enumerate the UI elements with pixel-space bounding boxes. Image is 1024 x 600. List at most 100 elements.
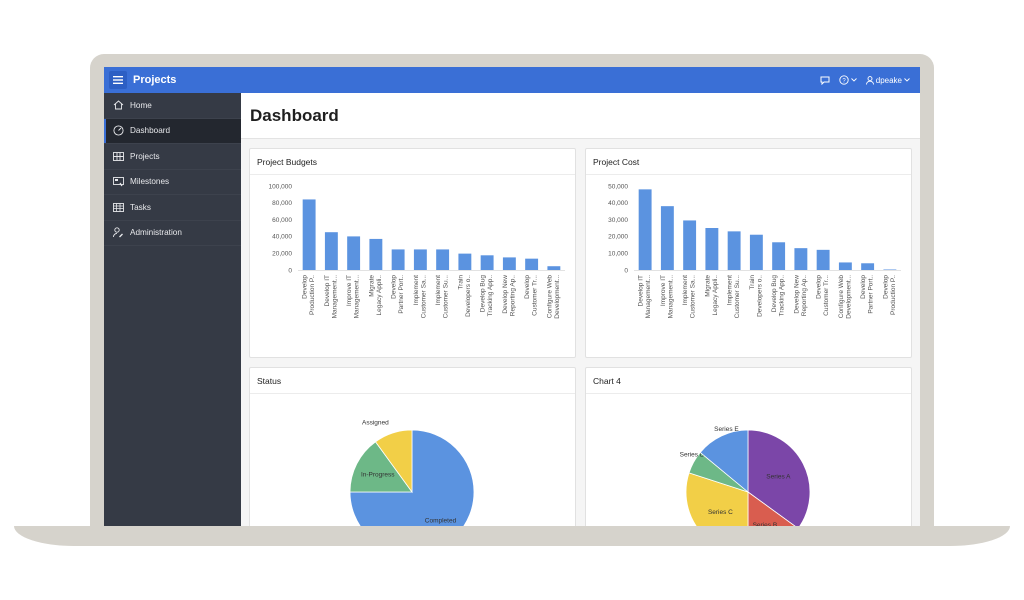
x-tick-label: Migrate [704,275,711,297]
user-icon [865,75,874,85]
sidebar-item-label: Projects [130,151,160,161]
y-tick-label: 30,000 [608,217,628,224]
help-icon: ? [839,75,849,85]
x-tick-label: Develop [302,275,309,299]
bar[interactable] [502,257,516,270]
x-tick-label: Improve IT [660,275,667,306]
bar[interactable] [525,258,539,270]
sidebar-item-tasks[interactable]: Tasks [104,195,241,221]
y-tick-label: 100,000 [269,183,293,190]
grid-icon [112,150,124,162]
y-tick-label: 20,000 [272,251,292,258]
pie-slice-label: Series D [680,452,705,459]
project-cost-card: Project Cost 0 10,000 20,000 30,000 40,000 50… [585,148,912,358]
y-tick-label: 40,000 [272,234,292,241]
sidebar-nav: Home Dashboard Projects Milestones Tasks… [104,93,241,526]
top-navigation-bar: Projects ? dpeake [104,67,920,93]
pie-slice[interactable] [349,441,413,493]
sidebar-item-home[interactable]: Home [104,93,241,119]
home-icon [112,99,124,111]
pie-slice[interactable] [374,429,413,494]
bar[interactable] [547,266,561,270]
x-tick-label: Development... [845,275,852,319]
pie-slice[interactable] [747,491,798,526]
x-tick-label: Developers o.. [756,275,763,317]
pie-slice[interactable] [747,429,811,526]
sidebar-item-dashboard[interactable]: Dashboard [104,118,241,144]
sidebar-item-label: Dashboard [130,126,171,136]
card-title: Status [250,368,575,394]
pie-slice[interactable] [699,429,749,493]
bar[interactable] [480,255,494,270]
y-tick-label: 0 [288,267,292,274]
sidebar-item-milestones[interactable]: Milestones [104,170,241,195]
app-title[interactable]: Projects [133,74,177,86]
bar[interactable] [794,248,808,270]
x-tick-label: Develop [860,275,867,299]
x-tick-label: Customer Sa... [690,275,697,319]
x-tick-label: Tracking App.. [487,275,494,317]
sidebar-item-label: Tasks [130,202,151,212]
x-tick-label: Migrate [368,275,375,297]
bar[interactable] [391,249,405,270]
pie-slice-label: In-Progress [361,472,395,479]
bar[interactable] [727,231,741,270]
x-tick-label: Reporting Ap.. [509,275,516,316]
bar[interactable] [638,189,652,270]
main-content: Dashboard Project Budgets 0 20,000 40,000 6… [241,93,920,526]
bar[interactable] [772,242,786,270]
feedback-icon[interactable] [820,76,830,85]
x-tick-label: Develop [882,275,889,299]
bar[interactable] [458,253,472,270]
x-tick-label: Train [457,275,464,290]
x-tick-label: Develop Bug [480,275,487,313]
bar[interactable] [324,232,338,270]
bar[interactable] [302,199,316,270]
x-tick-label: Implement [413,275,420,306]
x-tick-label: Management... [645,275,652,319]
x-tick-label: Management... [331,275,338,319]
project-budgets-card: Project Budgets 0 20,000 40,000 60,000 80,00… [249,148,576,358]
bar[interactable] [347,236,361,270]
milestone-icon [112,176,124,188]
pie-slice[interactable] [685,472,749,526]
y-tick-label: 50,000 [608,183,628,190]
pie-slice-label: Assigned [362,419,389,426]
x-tick-label: Develop New [502,275,509,314]
x-tick-label: Partner Port.. [868,275,875,314]
hamburger-menu-icon[interactable] [109,71,127,89]
status-pie-chart: Completed In-Progress Assigned [349,419,475,526]
x-tick-label: Develop IT [638,275,645,306]
sidebar-item-projects[interactable]: Projects [104,144,241,170]
card-title: Chart 4 [586,368,911,394]
page-title: Dashboard [250,106,339,125]
x-tick-label: Reporting Ap.. [801,275,808,316]
y-tick-label: 60,000 [272,217,292,224]
x-tick-label: Customer Sa... [420,275,427,319]
x-tick-label: Developers o.. [465,275,472,317]
project-cost-bar-chart: 0 10,000 20,000 30,000 40,000 50,000 Develop I… [608,183,901,319]
bar[interactable] [861,263,875,270]
bar[interactable] [369,238,383,270]
laptop-base [14,526,1010,546]
chart4-card: Chart 4 Series A Series B Series C Series D… [585,367,912,526]
table-icon [112,201,124,213]
sidebar-item-administration[interactable]: Administration [104,221,241,246]
bar[interactable] [883,269,897,270]
bar[interactable] [705,228,719,270]
y-tick-label: 10,000 [608,251,628,258]
user-menu[interactable]: dpeake [865,75,910,85]
bar[interactable] [816,249,830,270]
x-tick-label: Configure Web [838,275,845,319]
username: dpeake [875,75,902,85]
bar[interactable] [683,220,697,270]
bar[interactable] [413,249,427,270]
user-wrench-icon [112,227,124,239]
x-tick-label: Legacy Appli.. [376,275,383,316]
bar[interactable] [838,262,852,270]
help-menu[interactable]: ? [839,75,857,85]
bar[interactable] [436,249,450,270]
bar[interactable] [749,234,763,270]
bar[interactable] [660,206,674,270]
x-tick-label: Develop [524,275,531,299]
